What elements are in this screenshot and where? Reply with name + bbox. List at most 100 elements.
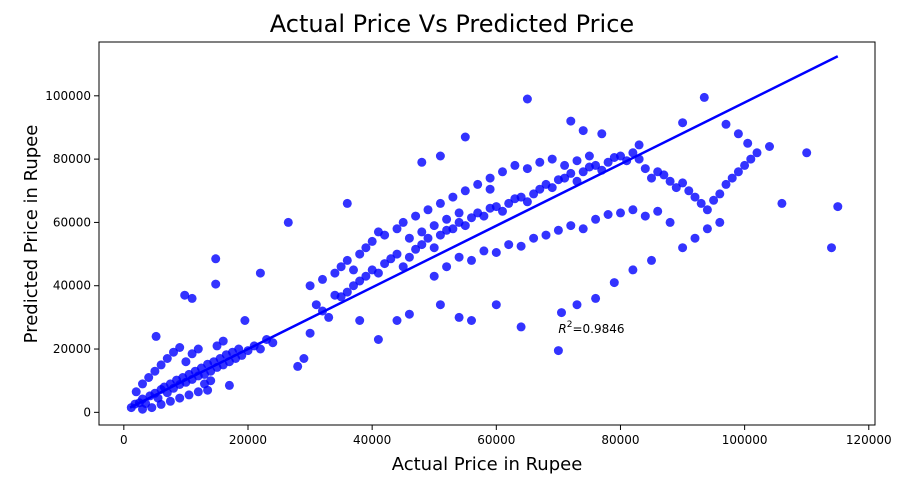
scatter-point: [212, 341, 222, 351]
y-tick-label: 20000: [53, 342, 91, 356]
scatter-point: [386, 254, 396, 264]
scatter-point: [165, 396, 175, 406]
scatter-point: [522, 164, 532, 174]
scatter-point: [417, 240, 427, 250]
r-squared-annotation: R2=0.9846: [558, 320, 624, 336]
scatter-point: [305, 328, 315, 338]
scatter-point: [765, 142, 774, 151]
scatter-point: [665, 217, 675, 227]
x-tick-label: 60000: [477, 433, 515, 447]
scatter-point: [460, 186, 470, 196]
scatter-point: [699, 92, 709, 102]
x-axis-title: Actual Price in Rupee: [392, 454, 583, 475]
scatter-point: [516, 241, 526, 251]
scatter-point: [547, 183, 557, 193]
scatter-point: [479, 211, 489, 221]
scatter-point: [498, 206, 507, 216]
scatter-point: [553, 346, 563, 356]
scatter-point: [504, 240, 514, 250]
scatter-point: [305, 281, 315, 291]
scatter-point: [653, 206, 663, 216]
scatter-point: [572, 156, 582, 166]
scatter-point: [373, 335, 383, 344]
scatter-point: [355, 276, 365, 286]
scatter-point: [584, 151, 594, 161]
scatter-point: [743, 138, 753, 148]
scatter-point: [740, 160, 750, 170]
scatter-point: [211, 279, 221, 289]
scatter-point: [454, 208, 464, 218]
scatter-point: [435, 230, 445, 240]
scatter-point: [429, 271, 439, 281]
scatter-point: [467, 255, 476, 265]
x-tick-label: 0: [120, 433, 128, 447]
scatter-point: [640, 164, 650, 174]
scatter-point: [727, 173, 737, 183]
x-axis-ticks: 0 20000 40000 60000 80000 100000 120000: [120, 425, 892, 447]
scatter-point: [715, 189, 725, 199]
scatter-point: [442, 214, 452, 224]
scatter-point: [827, 243, 836, 253]
scatter-point: [169, 347, 178, 357]
scatter-point: [147, 403, 157, 413]
scatter-point: [535, 184, 545, 194]
annotation-label-prefix: R: [558, 322, 566, 336]
scatter-point: [684, 186, 694, 196]
scatter-point: [702, 224, 712, 234]
scatter-point: [268, 338, 278, 348]
scatter-point: [640, 211, 650, 221]
scatter-point: [721, 179, 731, 189]
scatter-point: [591, 160, 601, 170]
scatter-point: [429, 243, 439, 253]
scatter-point: [709, 195, 719, 205]
scatter-point: [355, 249, 365, 259]
scatter-point: [485, 184, 495, 194]
y-axis-ticks: 0 20000 40000 60000 80000 100000: [45, 89, 99, 419]
regression-line: [129, 55, 839, 409]
scatter-point: [423, 233, 433, 243]
x-tick-label: 100000: [722, 433, 768, 447]
scatter-point: [460, 221, 470, 231]
x-tick-label: 20000: [229, 433, 267, 447]
x-tick-label: 120000: [846, 433, 892, 447]
scatter-point: [138, 379, 147, 389]
scatter-point: [255, 268, 265, 278]
scatter-point: [318, 274, 327, 284]
scatter-point: [355, 316, 365, 325]
scatter-point: [733, 129, 743, 139]
scatter-point: [678, 118, 688, 128]
scatter-point: [746, 154, 756, 164]
scatter-point: [349, 281, 358, 291]
scatter-point: [336, 262, 346, 272]
scatter-point: [516, 322, 526, 332]
scatter-point: [361, 243, 371, 253]
scatter-point: [417, 157, 427, 167]
scatter-point: [647, 173, 656, 183]
scatter-point: [591, 214, 601, 224]
scatter-point: [833, 202, 843, 212]
scatter-point: [485, 173, 495, 183]
annotation-label-sup: 2: [567, 320, 573, 330]
scatter-point: [671, 183, 681, 193]
scatter-point: [659, 170, 669, 180]
scatter-point: [479, 246, 489, 256]
scatter-point: [187, 349, 197, 359]
x-tick-label: 40000: [353, 433, 391, 447]
scatter-point: [181, 357, 191, 367]
scatter-point: [151, 331, 161, 341]
scatter-point: [802, 148, 812, 158]
scatter-point: [566, 168, 576, 178]
scatter-point: [678, 243, 688, 253]
scatter-point: [398, 217, 408, 227]
scatter-point: [529, 233, 539, 243]
scatter-point: [628, 205, 638, 215]
scatter-point: [529, 189, 539, 199]
scatter-point: [324, 312, 334, 322]
y-tick-label: 60000: [53, 215, 91, 229]
scatter-point: [566, 116, 576, 126]
scatter-point: [715, 217, 725, 227]
scatter-point: [553, 225, 563, 235]
scatter-point: [557, 308, 566, 318]
scatter-point: [283, 217, 293, 227]
